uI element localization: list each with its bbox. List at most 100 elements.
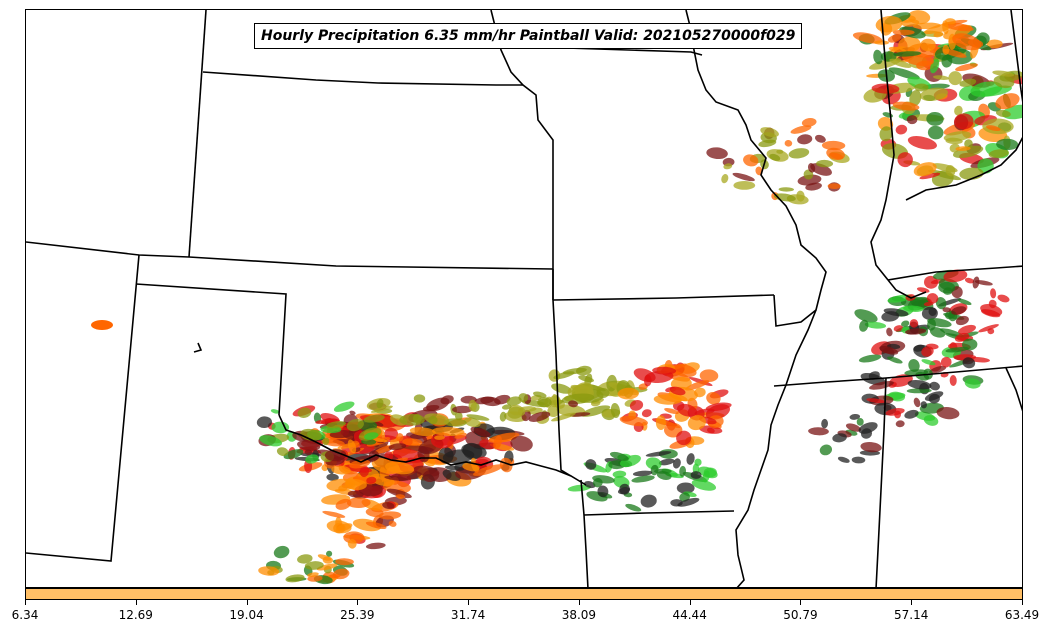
precip-blob (942, 20, 949, 35)
boundary-line (552, 269, 560, 431)
map-panel: Hourly Precipitation 6.35 mm/hr Paintbal… (25, 9, 1023, 588)
precip-blob (721, 173, 729, 184)
precip-blob (933, 31, 944, 38)
precip-blob (895, 420, 905, 428)
precip-blob (988, 299, 997, 309)
precip-blob (547, 405, 560, 418)
precip-blob (920, 401, 928, 409)
precip-blob (707, 427, 715, 434)
precip-blob (596, 387, 610, 399)
precip-blob (908, 359, 920, 372)
precip-blob (273, 545, 290, 559)
precip-blob (778, 187, 794, 192)
precip-blob (664, 407, 679, 415)
precip-blob (365, 521, 387, 530)
colorbar-tick-label: 38.09 (561, 608, 597, 622)
boundary-line (490, 10, 554, 300)
precip-blob (641, 409, 652, 418)
precip-blob (920, 38, 936, 52)
precip-blob (986, 125, 1001, 132)
precip-blob (851, 456, 866, 464)
precip-blob (499, 457, 513, 473)
precip-blob (349, 459, 371, 469)
precip-blob (395, 494, 406, 499)
precipitation-paintball-layer (91, 10, 1022, 585)
precip-blob (326, 550, 333, 557)
precip-blob (866, 398, 886, 404)
precip-blob (905, 328, 927, 335)
precip-blob (676, 482, 695, 494)
precip-blob (592, 478, 603, 488)
precip-blob (869, 381, 894, 390)
precip-blob (501, 404, 512, 410)
colorbar-tick (578, 600, 580, 605)
precip-blob (643, 374, 652, 387)
precip-blob (936, 407, 960, 420)
colorbar-tick (800, 600, 802, 605)
precip-blob (473, 396, 495, 405)
precip-blob (760, 127, 779, 138)
colorbar-tick-label: 12.69 (118, 608, 153, 622)
precip-blob (895, 124, 908, 135)
precip-blob (316, 563, 338, 571)
boundary-line (188, 10, 207, 258)
precip-blob (506, 396, 522, 406)
precip-blob (271, 421, 290, 434)
boundary-line (583, 510, 735, 516)
precip-blob (629, 399, 644, 411)
precip-blob (440, 395, 454, 405)
boundary-line (26, 254, 140, 562)
precip-blob (987, 328, 995, 335)
precip-blob (395, 433, 404, 442)
precip-blob (305, 454, 319, 464)
precip-blob (285, 574, 305, 583)
boundary-line (193, 342, 203, 353)
precip-blob (723, 163, 733, 170)
precip-blob (378, 511, 402, 520)
boundary-line (1010, 10, 1022, 103)
precip-blob (553, 371, 575, 380)
precip-blob (955, 63, 978, 72)
precip-blob (911, 300, 925, 306)
precip-blob (493, 435, 502, 450)
precip-blob (528, 411, 551, 422)
precip-blob (652, 366, 677, 375)
precip-blob (347, 439, 357, 454)
precip-blob (609, 451, 629, 461)
precip-blob (814, 134, 826, 143)
precip-blob (942, 44, 950, 55)
precip-blob (597, 485, 609, 498)
precip-blob (888, 46, 907, 53)
precip-blob (952, 33, 982, 51)
precip-blob (868, 371, 880, 380)
precip-blob (508, 404, 524, 416)
precip-blob (906, 388, 932, 394)
precip-blob (344, 479, 367, 491)
colorbar-tick (135, 600, 137, 605)
precip-blob (935, 296, 947, 310)
precip-blob (317, 554, 332, 561)
precip-blob (928, 393, 940, 404)
precip-blob (892, 29, 915, 36)
precip-blob (926, 111, 944, 126)
precip-blob (658, 458, 675, 466)
precip-blob (940, 356, 952, 368)
precip-blob (382, 502, 395, 509)
precip-blob (959, 78, 977, 87)
precip-blob (685, 380, 710, 391)
precip-blob (347, 490, 364, 498)
precip-blob (677, 497, 700, 507)
precip-blob (784, 139, 793, 147)
precip-blob (694, 458, 702, 466)
precip-blob (821, 140, 846, 151)
colorbar-tick-label: 6.34 (11, 608, 39, 622)
boundary-line (552, 294, 775, 301)
precip-blob (859, 319, 869, 332)
precip-blob (883, 308, 909, 317)
precip-blob (897, 152, 913, 168)
precip-blob (402, 438, 423, 446)
precip-blob (982, 118, 1014, 135)
precip-blob (399, 413, 425, 426)
precip-blob (943, 269, 968, 283)
boundary-line (558, 429, 572, 477)
